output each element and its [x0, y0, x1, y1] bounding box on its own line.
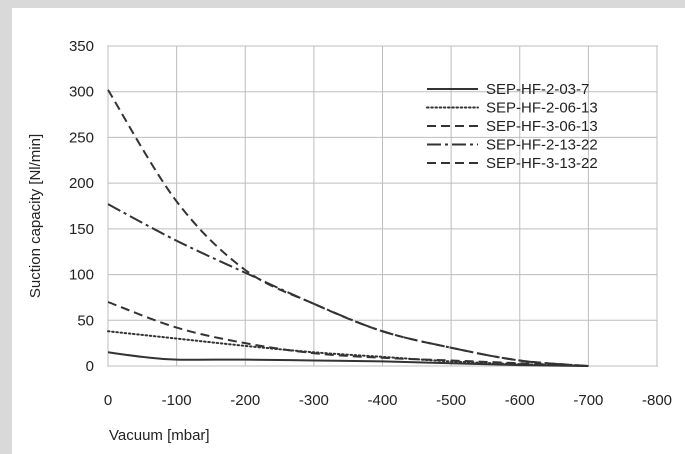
legend-label: SEP-HF-3-06-13 [486, 118, 598, 135]
y-tick-labels: 0 50 100 150 200 250 300 350 [69, 38, 94, 375]
x-tick-label: -100 [162, 392, 192, 409]
legend-label: SEP-HF-2-06-13 [486, 100, 598, 117]
y-tick-label: 300 [69, 84, 94, 101]
y-tick-label: 0 [86, 358, 94, 375]
legend-label: SEP-HF-3-13-22 [486, 155, 598, 172]
legend-label: SEP-HF-2-03-7 [486, 81, 589, 98]
x-tick-label: 0 [104, 392, 112, 409]
y-tick-label: 350 [69, 38, 94, 55]
series-line [107, 351, 589, 367]
series-lines [107, 89, 590, 367]
x-tick-label: -800 [642, 392, 672, 409]
legend-label: SEP-HF-2-13-22 [486, 137, 598, 154]
y-tick-label: 200 [69, 175, 94, 192]
x-tick-label: -300 [299, 392, 329, 409]
x-tick-labels: 0 -100 -200 -300 -400 -500 -600 -700 -800 [104, 392, 672, 409]
y-axis-label: Suction capacity [Nl/min] [27, 134, 44, 298]
suction-capacity-chart: 0 -100 -200 -300 -400 -500 -600 -700 -800 0 50 100… [27, 38, 672, 444]
y-tick-label: 250 [69, 129, 94, 146]
x-axis-label: Vacuum [mbar] [109, 427, 210, 444]
series-line [107, 301, 589, 367]
x-tick-label: -500 [436, 392, 466, 409]
x-tick-label: -700 [573, 392, 603, 409]
x-tick-label: -600 [505, 392, 535, 409]
y-tick-label: 100 [69, 267, 94, 284]
x-tick-label: -200 [230, 392, 260, 409]
legend: SEP-HF-2-03-7 SEP-HF-2-06-13SEP-HF-3-06-1… [426, 81, 598, 172]
x-tick-label: -400 [367, 392, 397, 409]
y-tick-label: 150 [69, 221, 94, 238]
chart-frame: 0 -100 -200 -300 -400 -500 -600 -700 -800 0 50 100… [12, 8, 685, 454]
y-tick-label: 50 [77, 312, 94, 329]
series-line [107, 89, 589, 367]
